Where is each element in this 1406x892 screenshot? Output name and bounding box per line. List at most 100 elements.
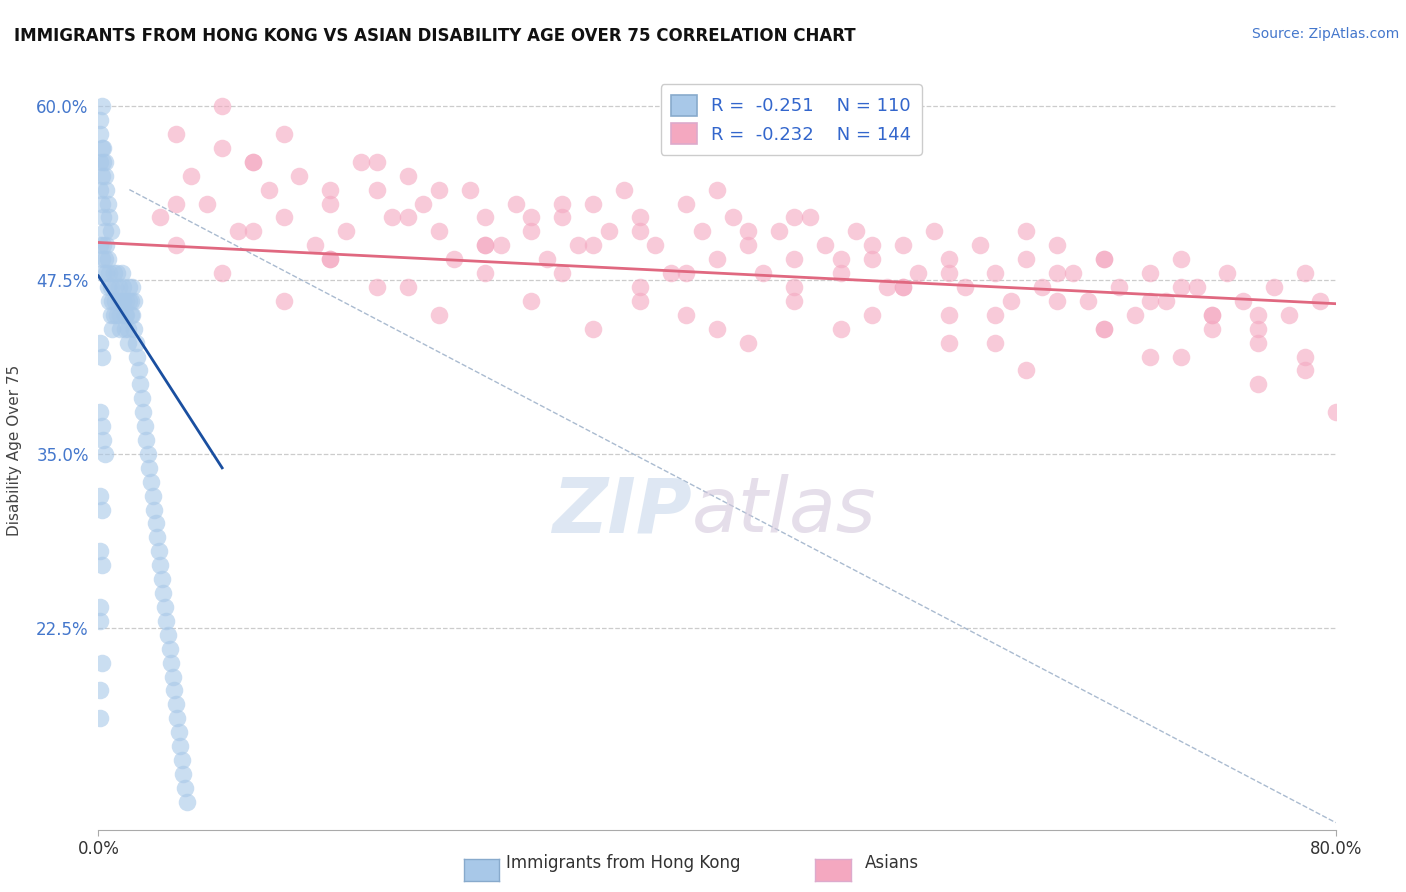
Point bbox=[100, 308, 122, 322]
Point bbox=[675, 196, 697, 211]
Point bbox=[1092, 252, 1115, 267]
Point bbox=[165, 698, 187, 712]
Point bbox=[1031, 280, 1053, 294]
Point bbox=[860, 308, 883, 322]
Point bbox=[174, 780, 197, 795]
Point bbox=[90, 141, 112, 155]
Point bbox=[628, 280, 651, 294]
Point bbox=[211, 266, 233, 280]
Point bbox=[1062, 266, 1084, 280]
Point bbox=[90, 558, 112, 573]
Point bbox=[567, 238, 589, 252]
Point bbox=[304, 238, 326, 252]
Point bbox=[93, 252, 115, 267]
Point bbox=[427, 183, 450, 197]
Point bbox=[136, 447, 159, 461]
Point bbox=[350, 154, 373, 169]
Point bbox=[114, 308, 136, 322]
Point bbox=[1154, 293, 1177, 308]
Point bbox=[396, 211, 419, 225]
Point bbox=[412, 196, 434, 211]
Point bbox=[141, 489, 165, 503]
Point bbox=[112, 293, 135, 308]
Point bbox=[845, 224, 868, 238]
Point bbox=[737, 224, 759, 238]
Point bbox=[195, 196, 218, 211]
Y-axis label: Disability Age Over 75: Disability Age Over 75 bbox=[7, 365, 22, 536]
Point bbox=[706, 183, 728, 197]
Point bbox=[138, 460, 160, 475]
Point bbox=[1092, 322, 1115, 336]
Point bbox=[1247, 308, 1270, 322]
Point bbox=[134, 419, 156, 434]
Point bbox=[98, 211, 121, 225]
Point bbox=[90, 169, 112, 183]
Point bbox=[474, 266, 496, 280]
Point bbox=[120, 293, 142, 308]
Point bbox=[1092, 322, 1115, 336]
Point bbox=[1139, 293, 1161, 308]
Point bbox=[1046, 266, 1069, 280]
Point bbox=[443, 252, 465, 267]
Point bbox=[89, 683, 111, 698]
Point bbox=[830, 266, 852, 280]
Point bbox=[93, 169, 115, 183]
Point bbox=[159, 641, 181, 656]
Point bbox=[628, 293, 651, 308]
Point bbox=[1015, 252, 1038, 267]
Point bbox=[93, 447, 115, 461]
Point bbox=[103, 308, 125, 322]
Point bbox=[165, 238, 187, 252]
Point bbox=[118, 293, 141, 308]
Point bbox=[115, 293, 138, 308]
Point bbox=[582, 196, 605, 211]
Point bbox=[145, 516, 167, 531]
Point bbox=[91, 266, 114, 280]
Point bbox=[891, 280, 914, 294]
Point bbox=[105, 266, 128, 280]
Point bbox=[1294, 266, 1316, 280]
Point bbox=[659, 266, 682, 280]
Point bbox=[91, 433, 114, 447]
Point bbox=[922, 224, 945, 238]
Point bbox=[1170, 252, 1192, 267]
Point bbox=[103, 266, 125, 280]
Point bbox=[891, 238, 914, 252]
Point bbox=[381, 211, 404, 225]
Point bbox=[551, 196, 574, 211]
Point bbox=[536, 252, 558, 267]
Point bbox=[551, 266, 574, 280]
Point bbox=[520, 224, 543, 238]
Point bbox=[111, 266, 132, 280]
Point bbox=[830, 252, 852, 267]
Point bbox=[107, 280, 129, 294]
Point bbox=[155, 614, 177, 628]
Point bbox=[148, 544, 170, 558]
Point bbox=[257, 183, 280, 197]
Point bbox=[319, 252, 342, 267]
Point bbox=[690, 224, 713, 238]
Point bbox=[1309, 293, 1331, 308]
Point bbox=[1216, 266, 1239, 280]
Point bbox=[768, 224, 790, 238]
Point bbox=[149, 211, 172, 225]
Point bbox=[127, 350, 149, 364]
Text: Asians: Asians bbox=[865, 855, 918, 872]
Point bbox=[172, 767, 194, 781]
Point bbox=[598, 224, 620, 238]
Point bbox=[226, 224, 249, 238]
Point bbox=[122, 293, 145, 308]
Point bbox=[1139, 350, 1161, 364]
Point bbox=[675, 266, 697, 280]
Point bbox=[90, 252, 112, 267]
Point bbox=[876, 280, 898, 294]
Point bbox=[89, 154, 111, 169]
Point bbox=[96, 266, 118, 280]
Point bbox=[169, 739, 191, 753]
Point bbox=[427, 224, 450, 238]
Point bbox=[170, 753, 193, 767]
Point bbox=[101, 293, 124, 308]
Point bbox=[139, 475, 162, 489]
Point bbox=[319, 252, 342, 267]
Text: Source: ZipAtlas.com: Source: ZipAtlas.com bbox=[1251, 27, 1399, 41]
